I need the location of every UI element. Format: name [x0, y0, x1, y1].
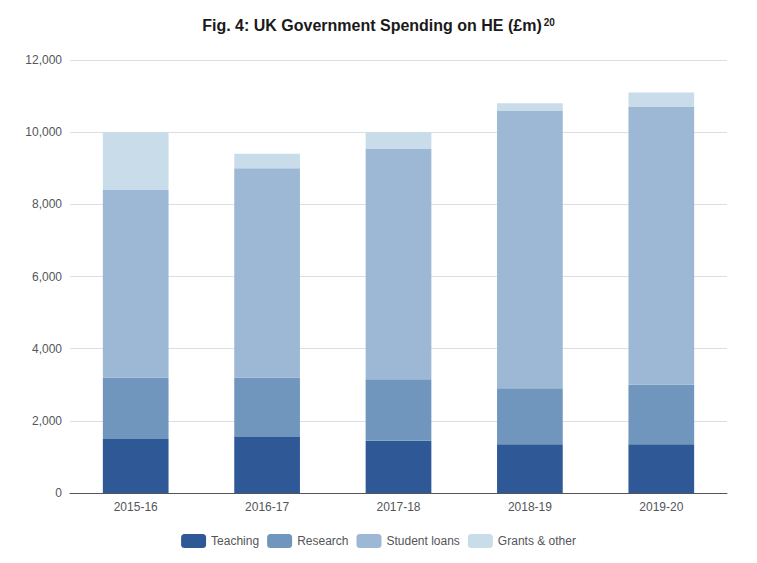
svg-text:4,000: 4,000	[32, 342, 62, 356]
svg-text:20: 20	[544, 17, 556, 28]
svg-text:Fig. 4: UK Government Spending: Fig. 4: UK Government Spending on HE (£m…	[202, 17, 542, 34]
svg-text:12,000: 12,000	[25, 53, 62, 67]
svg-text:2,000: 2,000	[32, 414, 62, 428]
svg-text:6,000: 6,000	[32, 270, 62, 284]
svg-text:Teaching: Teaching	[211, 534, 259, 548]
svg-text:2018-19: 2018-19	[508, 500, 552, 514]
svg-text:0: 0	[55, 486, 62, 500]
svg-text:Student loans: Student loans	[386, 534, 459, 548]
svg-text:2017-18: 2017-18	[376, 500, 420, 514]
svg-text:10,000: 10,000	[25, 125, 62, 139]
svg-text:8,000: 8,000	[32, 197, 62, 211]
svg-text:2015-16: 2015-16	[114, 500, 158, 514]
svg-text:2019-20: 2019-20	[639, 500, 683, 514]
svg-text:Research: Research	[297, 534, 348, 548]
svg-text:2016-17: 2016-17	[245, 500, 289, 514]
svg-text:Grants & other: Grants & other	[498, 534, 576, 548]
